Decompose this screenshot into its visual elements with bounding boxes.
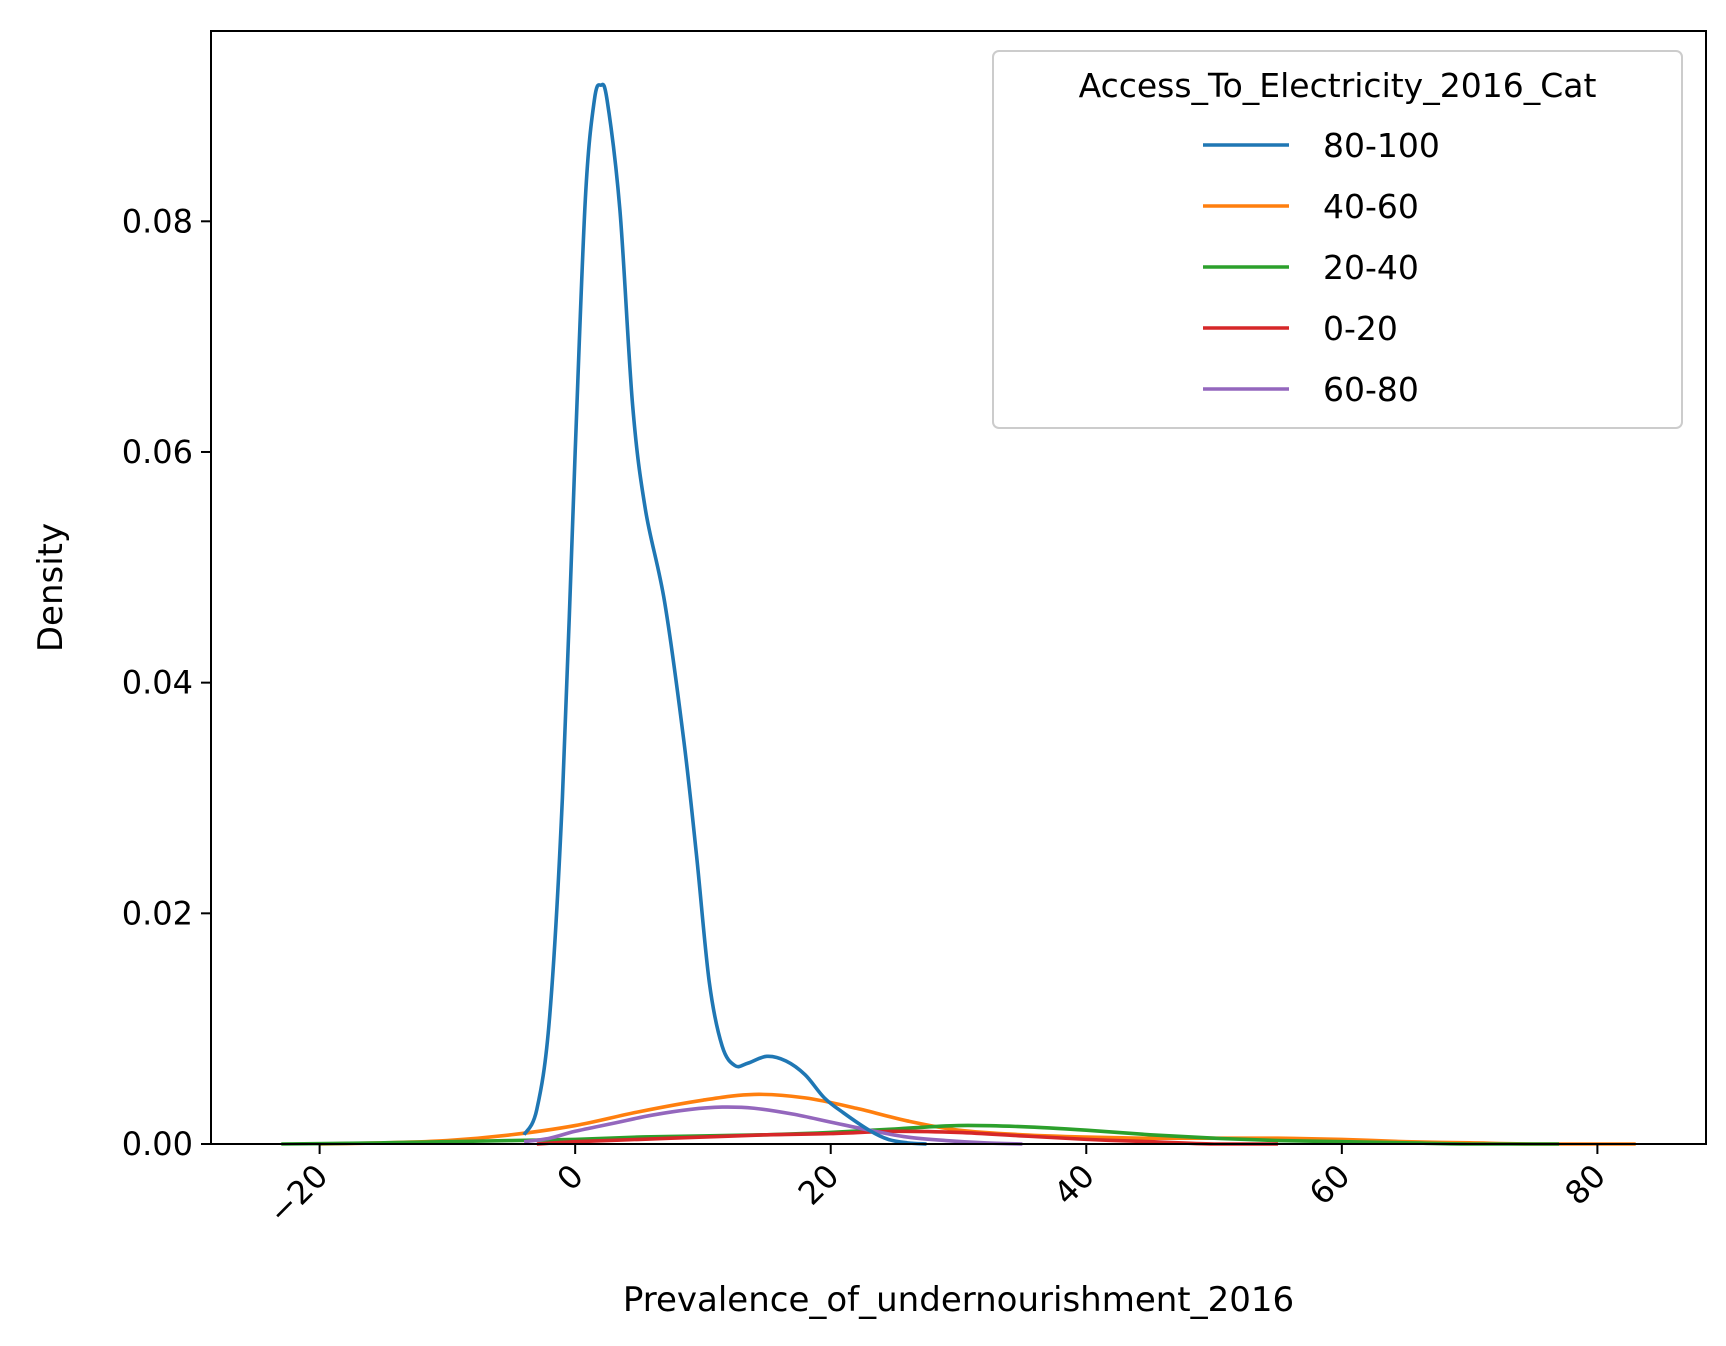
y-tick-label: 0.04 xyxy=(122,664,193,702)
y-tick-label: 0.08 xyxy=(122,202,193,240)
series-line-0-20 xyxy=(536,1129,1278,1146)
y-tick-label: 0.00 xyxy=(122,1125,193,1163)
y-axis: 0.00 0.02 0.04 0.06 0.08 xyxy=(122,202,211,1163)
series-layer xyxy=(281,82,1636,1146)
legend-entries: 80-100 40-60 20-40 0-20 60-80 xyxy=(1203,126,1440,409)
y-tick-label: 0.02 xyxy=(122,894,193,932)
series-line-80-100 xyxy=(522,82,927,1146)
legend-title: Access_To_Electricity_2016_Cat xyxy=(1079,66,1597,105)
plot-frame xyxy=(210,30,1707,1145)
y-tick-label: 0.06 xyxy=(122,433,193,471)
legend: Access_To_Electricity_2016_Cat 80-100 40-… xyxy=(992,50,1683,429)
legend-label-40-60: 40-60 xyxy=(1323,187,1419,226)
legend-label-0-20: 0-20 xyxy=(1323,309,1398,348)
x-axis-label: Prevalence_of_undernourishment_2016 xyxy=(623,1280,1294,1320)
legend-label-60-80: 60-80 xyxy=(1323,370,1419,409)
legend-label-80-100: 80-100 xyxy=(1323,126,1440,165)
y-axis-label: Density xyxy=(31,523,71,652)
series-line-60-80 xyxy=(523,1105,1023,1146)
legend-label-20-40: 20-40 xyxy=(1323,248,1419,287)
legend-box xyxy=(992,50,1683,429)
series-line-20-40 xyxy=(281,1123,1560,1146)
